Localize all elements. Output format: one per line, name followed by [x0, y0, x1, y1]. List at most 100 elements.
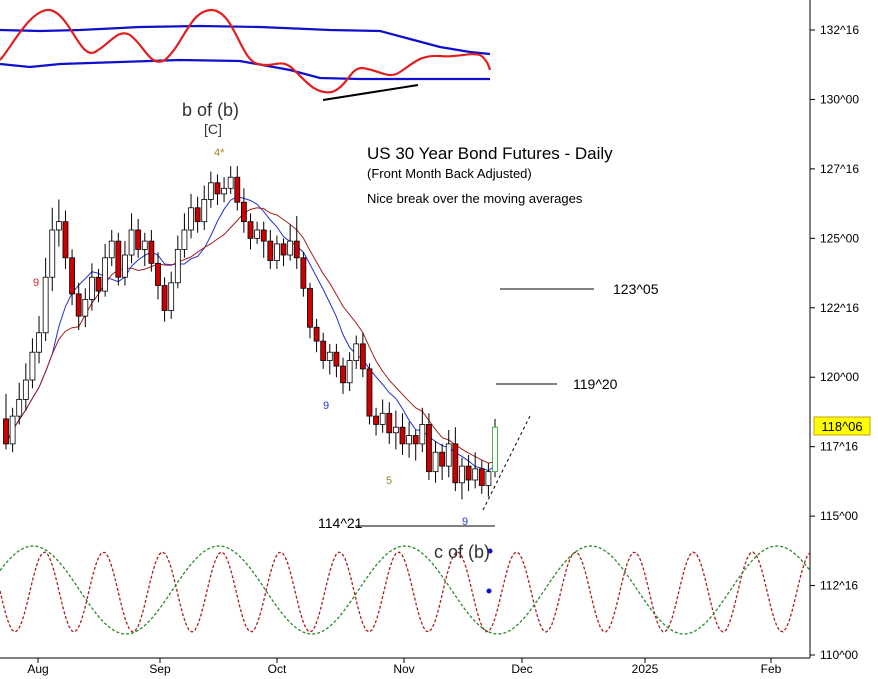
- candle-body: [313, 326, 320, 342]
- candle-body: [214, 182, 221, 195]
- candle-body: [439, 451, 446, 467]
- y-tick-label: 127^16: [820, 162, 859, 176]
- x-tick-label: Aug: [27, 662, 48, 676]
- candle-body: [399, 426, 406, 445]
- candle-body: [445, 443, 452, 467]
- candle-body: [135, 229, 142, 250]
- moving-average-fast: [5, 196, 496, 472]
- candle-body: [307, 287, 313, 328]
- annotation-9-red: 9: [33, 277, 39, 289]
- top-oscillator: [0, 8, 492, 101]
- candle-body: [412, 435, 419, 445]
- annotation-c-of-b: c of (b): [434, 542, 490, 562]
- candle-body: [141, 240, 148, 250]
- candle-body: [320, 340, 327, 361]
- candle-body: [95, 276, 102, 292]
- candle-body: [188, 207, 194, 231]
- candle-body: [22, 379, 29, 400]
- candle-body: [234, 176, 241, 203]
- candle-body: [221, 187, 227, 195]
- candle-body: [69, 257, 75, 295]
- x-tick-label: Nov: [393, 662, 414, 676]
- x-tick-label: Sep: [149, 662, 171, 676]
- candle-body: [29, 351, 36, 381]
- y-axis: 132^16 130^00 127^16 125^00 122^16 120^00 117^…: [810, 23, 859, 662]
- level-label-114-21: 114^21: [318, 515, 363, 531]
- candle-body: [373, 415, 379, 425]
- price-candles: [3, 166, 498, 500]
- last-price-label: 118^06: [821, 419, 862, 434]
- y-tick-label: 117^16: [820, 440, 858, 454]
- cycle-panel: [0, 545, 811, 635]
- candle-body: [293, 240, 300, 259]
- candle-body: [3, 418, 9, 445]
- candle-body: [75, 293, 82, 317]
- candle-body: [472, 468, 479, 481]
- y-tick-label: 132^16: [820, 23, 859, 37]
- candle-body: [227, 176, 234, 189]
- level-label-123-05: 123^05: [613, 281, 659, 297]
- candle-body: [406, 435, 412, 445]
- candle-body: [326, 351, 333, 361]
- osc-trendline: [322, 84, 419, 101]
- candle-body: [102, 257, 109, 292]
- candle-body: [260, 229, 267, 242]
- candle-body: [287, 240, 294, 256]
- y-tick-label: 130^00: [820, 92, 859, 106]
- chart-subtitle: (Front Month Back Adjusted): [367, 166, 532, 181]
- candle-body: [353, 343, 360, 361]
- candle-body: [240, 201, 247, 223]
- cycle-wave-long: [0, 545, 811, 635]
- cycle-wave-short: [0, 551, 811, 633]
- last-price-tag: [813, 416, 871, 436]
- x-tick-label: Feb: [761, 662, 782, 676]
- candle-body: [9, 415, 16, 445]
- candle-body: [492, 426, 498, 473]
- candle-body: [181, 229, 188, 250]
- price-levels: 123^05 119^20 114^21: [318, 281, 659, 531]
- candle-body: [366, 368, 373, 417]
- candle-body: [194, 207, 201, 223]
- plot-background: [0, 0, 810, 658]
- x-tick-label: Dec: [511, 662, 532, 676]
- chart-note: Nice break over the moving averages: [367, 191, 583, 206]
- annotation-c-bracket: [C]: [204, 121, 222, 137]
- candle-body: [89, 276, 95, 300]
- candle-body: [128, 229, 135, 256]
- candle-body: [340, 365, 346, 384]
- x-axis: Aug Sep Oct Nov Dec 2025 Feb: [27, 658, 782, 676]
- annotation-9-blue: 9: [323, 400, 329, 412]
- candle-body: [174, 249, 181, 284]
- candle-body: [459, 465, 465, 484]
- y-tick-label: 122^16: [820, 301, 859, 315]
- annotation-b-of-b: b of (b): [182, 100, 239, 120]
- candle-body: [432, 451, 439, 473]
- candle-body: [49, 229, 56, 278]
- y-tick-label: 110^00: [820, 648, 858, 662]
- candle-body: [161, 285, 168, 311]
- candle-body: [108, 240, 115, 259]
- candle-body: [359, 343, 366, 370]
- cycle-marker-dot: [487, 548, 493, 554]
- candle-body: [465, 465, 472, 481]
- candle-body: [122, 254, 128, 278]
- candle-body: [207, 182, 214, 200]
- y-tick-label: 115^00: [820, 509, 858, 523]
- candle-body: [148, 240, 155, 264]
- y-tick-label: 120^00: [820, 370, 859, 384]
- cycle-marker-dot: [486, 588, 492, 594]
- candle-body: [82, 299, 89, 317]
- candle-body: [300, 257, 307, 289]
- candle-body: [42, 276, 49, 334]
- candle-body: [62, 221, 69, 259]
- candle-body: [419, 424, 426, 445]
- candle-body: [346, 360, 353, 384]
- candle-body: [155, 262, 161, 286]
- candle-body: [379, 412, 386, 425]
- candle-body: [485, 471, 492, 486]
- annotation-4-star: 4*: [214, 147, 225, 159]
- chart-title: US 30 Year Bond Futures - Daily: [367, 144, 613, 163]
- y-tick-label: 112^16: [820, 579, 858, 593]
- x-tick-label: Oct: [268, 662, 287, 676]
